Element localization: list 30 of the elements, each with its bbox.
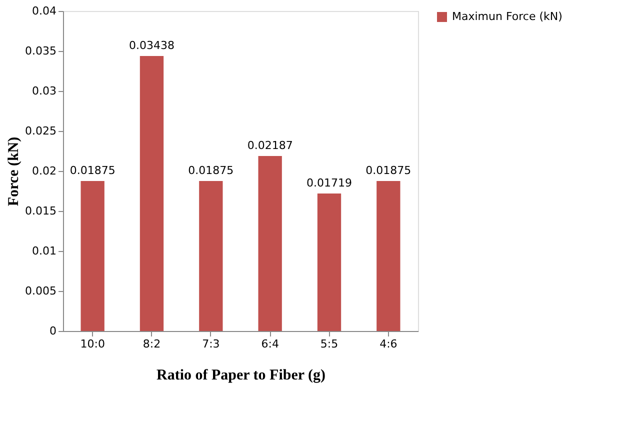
- x-axis-title: Ratio of Paper to Fiber (g): [156, 368, 326, 384]
- bar: [199, 181, 223, 331]
- bar: [317, 193, 342, 331]
- bar: [258, 156, 282, 331]
- y-tick-label: 0.04: [32, 4, 56, 18]
- legend-label: Maximun Force (kN): [452, 10, 562, 23]
- x-tick-label: 4:6: [380, 338, 398, 350]
- y-tick-label: 0.01: [32, 244, 56, 258]
- y-tick-label: 0.02: [32, 164, 56, 178]
- data-label: 0.02187: [247, 139, 293, 152]
- data-label: 0.01719: [306, 176, 352, 190]
- x-tick-label: 6:4: [261, 338, 279, 350]
- data-label: 0.03438: [129, 38, 174, 52]
- y-tick-label: 0.005: [25, 284, 56, 298]
- data-label: 0.01875: [70, 164, 116, 177]
- bar: [80, 181, 104, 331]
- data-label: 0.01875: [366, 164, 412, 177]
- y-tick-label: 0.035: [25, 44, 56, 58]
- data-label: 0.01875: [188, 164, 234, 177]
- x-tick-label: 5:5: [320, 338, 338, 350]
- y-tick-label: 0.03: [32, 84, 56, 98]
- bar: [140, 56, 164, 331]
- y-tick-label: 0.025: [25, 124, 56, 138]
- x-tick-label: 7:3: [202, 338, 220, 350]
- x-tick-label: 10:0: [80, 338, 105, 350]
- bar: [376, 181, 400, 331]
- x-tick-label: 8:2: [142, 338, 161, 350]
- y-tick-label: 0.015: [25, 204, 56, 218]
- y-tick-label: 0: [50, 324, 56, 338]
- y-axis-title: Force (kN): [6, 136, 22, 206]
